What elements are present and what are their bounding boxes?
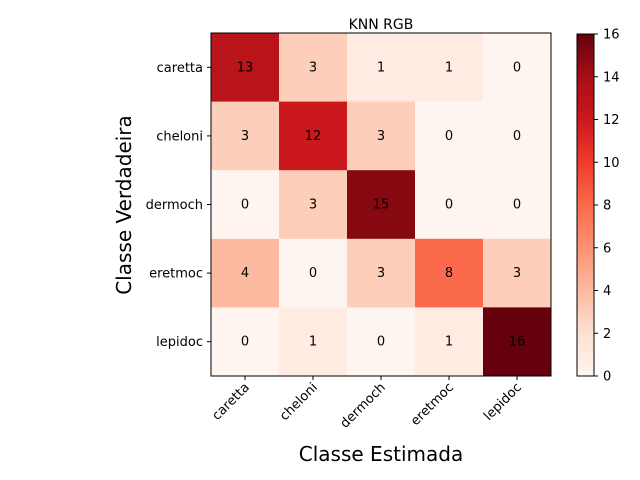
cell-value-label: 3 (377, 266, 385, 281)
cell-value-label: 3 (241, 129, 249, 144)
cell-value-label: 0 (309, 266, 317, 281)
heatmap-cell (347, 33, 416, 103)
cell-value-label: 1 (445, 335, 453, 350)
cell-value-label: 3 (309, 198, 317, 213)
heatmap-cell (279, 307, 348, 377)
heatmap-cell (347, 307, 416, 377)
heatmap-cell (415, 170, 484, 240)
colorbar-tick-label: 12 (603, 113, 620, 128)
cell-value-label: 0 (513, 129, 521, 144)
y-axis-ticks: caretta cheloni dermoch eretmoc lepidoc (146, 61, 211, 350)
cell-value-label: 1 (309, 335, 317, 350)
colorbar-tick-label: 6 (603, 241, 611, 256)
heatmap-cell (211, 101, 280, 171)
heatmap-cell (279, 170, 348, 240)
x-tick-label: eretmoc (408, 380, 457, 429)
y-tick-label: lepidoc (156, 335, 203, 350)
heatmap-cell (483, 238, 552, 308)
cell-value-label: 0 (445, 198, 453, 213)
heatmap-cell (211, 307, 280, 377)
cell-value-label: 3 (513, 266, 521, 281)
cell-value-label: 3 (309, 60, 317, 75)
cell-value-label: 13 (237, 60, 254, 75)
heatmap-cell (279, 238, 348, 308)
y-tick-label: dermoch (146, 198, 203, 213)
x-axis-label: Classe Estimada (299, 442, 463, 466)
heatmap-cell (347, 238, 416, 308)
x-tick-label: caretta (209, 380, 252, 423)
heatmap-cell (279, 33, 348, 103)
heatmap-cell (483, 101, 552, 171)
cell-value-label: 1 (445, 60, 453, 75)
y-axis-label: Classe Verdadeira (112, 115, 136, 295)
colorbar-tick-label: 8 (603, 199, 611, 214)
cell-value-label: 0 (377, 335, 385, 350)
colorbar-tick-label: 10 (603, 156, 620, 171)
cell-value-label: 0 (513, 198, 521, 213)
heatmap-cell (211, 33, 280, 103)
heatmap-cell (347, 101, 416, 171)
heatmap-cell (415, 101, 484, 171)
colorbar-tick-label: 14 (603, 70, 620, 85)
heatmap-cells (211, 33, 552, 377)
cell-value-label: 3 (377, 129, 385, 144)
heatmap-cell (483, 307, 552, 377)
cell-value-label: 8 (445, 266, 453, 281)
heatmap-cell (483, 33, 552, 103)
colorbar-ticks: 0 2 4 6 8 10 12 14 16 (594, 28, 620, 385)
heatmap-cell (415, 33, 484, 103)
x-tick-label: dermoch (338, 380, 389, 431)
x-tick-label: cheloni (277, 380, 321, 424)
heatmap-cell (279, 101, 348, 171)
heatmap-cell (415, 307, 484, 377)
cell-value-label: 0 (513, 60, 521, 75)
y-tick-label: eretmoc (149, 267, 203, 282)
colorbar-tick-label: 16 (603, 28, 620, 43)
heatmap-cell (211, 238, 280, 308)
cell-value-label: 12 (305, 129, 322, 144)
heatmap-cell (211, 170, 280, 240)
heatmap-cell (415, 238, 484, 308)
heatmap-cell-labels: 13 3 1 1 0 3 12 3 0 0 0 3 15 0 0 4 0 3 8 3 0 1 0 1 16 (237, 60, 526, 349)
colorbar-tick-label: 0 (603, 370, 611, 385)
cell-value-label: 16 (509, 335, 526, 350)
heatmap-cell (347, 170, 416, 240)
chart-title: KNN RGB (349, 17, 414, 33)
cell-value-label: 1 (377, 60, 385, 75)
cell-value-label: 4 (241, 266, 249, 281)
cell-value-label: 0 (241, 335, 249, 350)
cell-value-label: 0 (445, 129, 453, 144)
colorbar (576, 33, 595, 377)
x-axis-ticks: caretta cheloni dermoch eretmoc lepidoc (209, 376, 525, 431)
cell-value-label: 15 (373, 198, 390, 213)
colorbar-tick-label: 2 (603, 327, 611, 342)
y-tick-label: caretta (157, 61, 203, 76)
colorbar-tick-label: 4 (603, 284, 611, 299)
cell-value-label: 0 (241, 198, 249, 213)
y-tick-label: cheloni (156, 129, 203, 144)
x-tick-label: lepidoc (481, 380, 525, 424)
heatmap-cell (483, 170, 552, 240)
